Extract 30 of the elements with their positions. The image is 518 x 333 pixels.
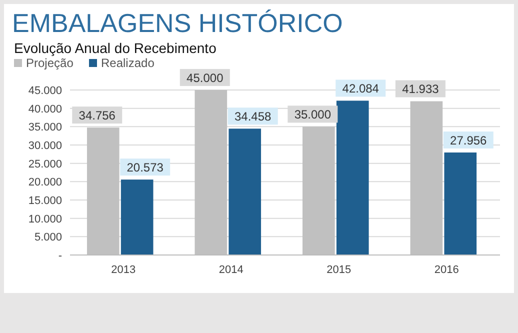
y-tick-label: 15.000: [28, 195, 62, 207]
y-tick-label: 20.000: [28, 176, 62, 189]
y-tick-label: 30.000: [28, 140, 62, 152]
x-tick-label: 2013: [111, 264, 136, 276]
bar: [336, 100, 369, 255]
data-label: 27.956: [450, 133, 488, 148]
y-tick-label: 35.000: [28, 122, 62, 134]
data-label: 45.000: [186, 71, 224, 85]
y-tick-label: 5.000: [34, 232, 62, 244]
data-label: 20.573: [126, 160, 164, 175]
bar: [228, 128, 262, 255]
data-label: 35.000: [294, 108, 332, 122]
x-tick-label: 2015: [326, 264, 352, 276]
y-tick-label: 45.000: [28, 85, 62, 97]
bar: [444, 152, 477, 255]
data-label: 42.084: [342, 82, 380, 96]
legend-label: Projeção: [26, 56, 74, 70]
y-tick-label: 25.000: [28, 158, 62, 170]
data-label: 34.756: [78, 108, 116, 123]
x-tick-label: 2014: [218, 264, 244, 276]
chart-subtitle: Evolução Anual do Recebimento: [14, 40, 217, 56]
data-label: 41.933: [402, 82, 440, 96]
data-label: 34.458: [234, 110, 272, 124]
y-tick-label: 10.000: [28, 213, 62, 226]
y-tick-label: -: [58, 250, 62, 262]
x-tick-label: 2016: [434, 264, 459, 276]
legend-label: Realizado: [101, 56, 155, 70]
y-tick-label: 40.000: [28, 103, 62, 116]
bar: [120, 180, 154, 255]
chart-title: EMBALAGENS HISTÓRICO: [12, 8, 343, 38]
